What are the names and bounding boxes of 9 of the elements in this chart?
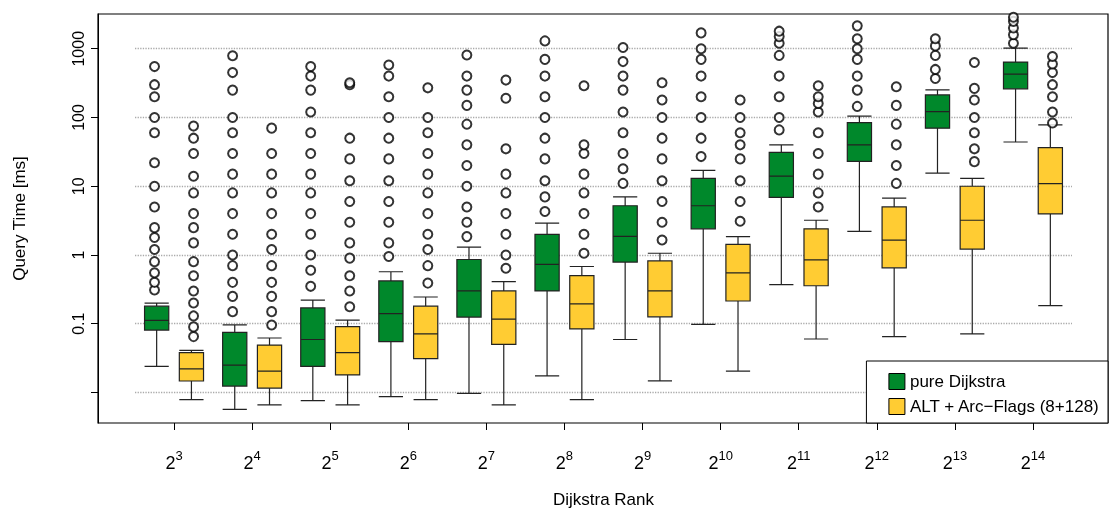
y-tick-label: 100	[69, 104, 87, 131]
y-tick-label: 1	[69, 250, 87, 260]
x-axis-title: Dijkstra Rank	[552, 490, 655, 509]
y-tick-label: 1000	[69, 30, 87, 67]
y-tick-label: 0.1	[69, 312, 87, 335]
legend-label: pure Dijkstra	[909, 372, 1006, 391]
legend-label: ALT + Arc−Flags (8+128)	[909, 397, 1099, 416]
y-axis-title: Query Time [ms]	[10, 156, 29, 281]
y-tick-label: 10	[69, 177, 87, 196]
